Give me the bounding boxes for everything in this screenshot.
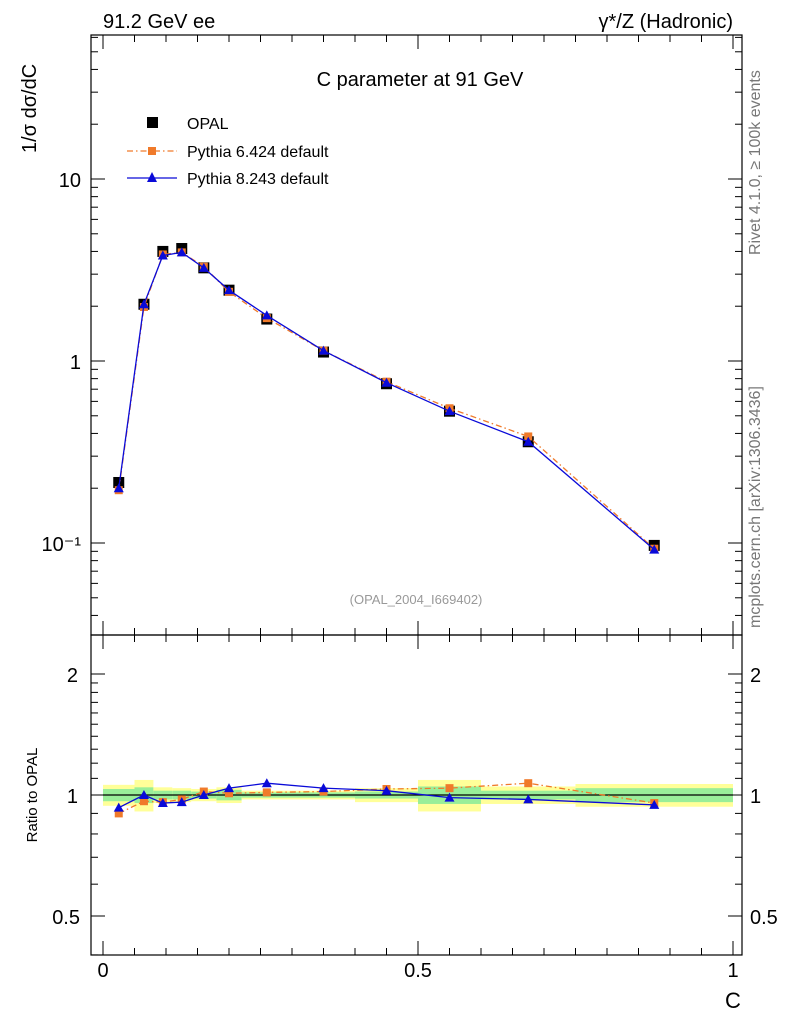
xtick-label-0: 0 — [97, 960, 108, 982]
ratio-pythia8-point — [138, 790, 149, 799]
pythia8-point — [113, 483, 124, 493]
ratio-ytick-left-0.5: 0.5 — [52, 907, 80, 929]
pythia8-point — [649, 544, 660, 554]
ratio-pythia8-point — [444, 792, 455, 802]
ratio-pythia8-point — [318, 783, 329, 793]
ratio-pythia6-point — [262, 788, 271, 797]
main-ytick-label-1: 1 — [70, 352, 81, 374]
ratio-ytick-right-1: 1 — [750, 786, 761, 808]
legend: OPAL Pythia 6.424 default Pythia 8.243 d… — [127, 116, 329, 188]
pythia6-point — [524, 432, 533, 441]
ratio-pythia6-point — [445, 784, 454, 793]
main-plot-ylabel: 1/σ dσ/dC — [19, 64, 41, 153]
ratio-pythia6-point — [524, 779, 533, 788]
ratio-ytick-left-1: 1 — [67, 786, 78, 808]
xtick-label-1: 1 — [727, 960, 738, 982]
rivet-version-label: Rivet 4.1.0, ≥ 100k events — [747, 70, 764, 255]
header-right-label: γ*/Z (Hadronic) — [599, 11, 733, 33]
pythia8-line — [118, 251, 655, 551]
analysis-label: (OPAL_2004_I669402) — [350, 592, 483, 607]
main-ytick-label-0.1: 10⁻¹ — [42, 534, 82, 556]
pythia8-point — [176, 247, 187, 257]
ratio-uncertainty-bands — [103, 779, 733, 812]
pythia8-point — [138, 299, 149, 309]
legend-pythia6-label: Pythia 6.424 default — [187, 144, 329, 161]
ratio-pythia8-point — [649, 799, 660, 809]
main-plot-data — [113, 243, 660, 554]
ratio-pythia8-point — [176, 797, 187, 807]
legend-opal-marker — [147, 117, 158, 128]
pythia8-point — [261, 310, 272, 320]
pythia8-point — [318, 345, 329, 355]
x-axis-label: C — [725, 988, 741, 1013]
ratio-ytick-left-2: 2 — [67, 665, 78, 687]
ratio-pythia8-point — [224, 783, 234, 793]
legend-opal-label: OPAL — [187, 116, 229, 133]
main-plot-title: C parameter at 91 GeV — [317, 69, 524, 91]
pythia8-point — [198, 262, 209, 272]
main-plot-panel: C parameter at 91 GeV 1/σ dσ/dC 10 1 10⁻… — [19, 34, 743, 636]
ratio-plot-data — [113, 778, 660, 818]
opal-point — [113, 476, 125, 488]
main-plot-ticks — [91, 35, 742, 635]
pythia8-point — [381, 377, 392, 387]
pythia8-point — [157, 250, 168, 260]
xtick-label-0.5: 0.5 — [404, 960, 432, 982]
pythia8-point — [523, 436, 534, 446]
ratio-pythia8-line — [118, 782, 655, 809]
mcplots-label: mcplots.cern.ch [arXiv:1306.3436] — [747, 386, 764, 628]
ratio-pythia6-point — [139, 797, 148, 806]
ratio-pythia8-point — [157, 798, 168, 808]
legend-pythia8-marker — [147, 172, 157, 182]
ratio-pythia6-point — [225, 789, 233, 798]
ratio-pythia8-point — [113, 802, 124, 812]
ratio-plot-ticks — [91, 635, 742, 956]
ratio-pythia8-point — [523, 794, 534, 804]
ratio-plot-panel: Ratio to OPAL 2 1 0.5 2 1 0.5 — [24, 634, 778, 956]
legend-pythia6-marker — [148, 147, 156, 155]
ratio-pythia8-point — [198, 790, 209, 799]
pythia8-point — [224, 285, 234, 295]
ratio-pythia6-point — [114, 809, 123, 818]
ratio-ytick-right-0.5: 0.5 — [750, 907, 778, 929]
pythia8-point — [444, 406, 455, 416]
ratio-plot-ylabel: Ratio to OPAL — [24, 748, 41, 843]
pythia6-line — [118, 251, 655, 550]
ratio-ytick-right-2: 2 — [750, 665, 761, 687]
legend-pythia8-label: Pythia 8.243 default — [187, 171, 329, 188]
ratio-pythia8-point — [261, 778, 272, 788]
ratio-pythia8-point — [381, 785, 392, 795]
main-ytick-label-10: 10 — [59, 170, 81, 192]
header-left-label: 91.2 GeV ee — [103, 11, 215, 33]
